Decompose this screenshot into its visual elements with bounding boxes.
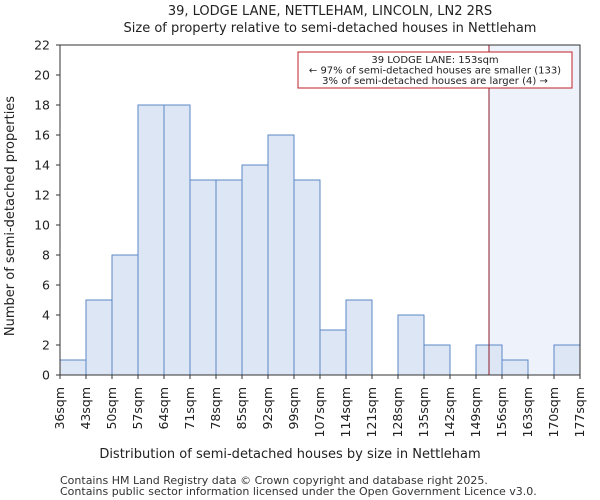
- x-tick-label: 170sqm: [546, 387, 561, 437]
- histogram-bar-107sqm: [319, 329, 347, 376]
- histogram-bar-43sqm: [85, 299, 113, 376]
- footer-copyright: Contains HM Land Registry data © Crown c…: [60, 474, 488, 487]
- x-tick-label: 71sqm: [182, 387, 197, 430]
- y-tick-label: 10: [34, 218, 50, 233]
- y-tick-label: 0: [42, 368, 50, 383]
- y-tick-label: 12: [34, 188, 50, 203]
- histogram-bar-64sqm: [163, 104, 191, 376]
- histogram-bar-78sqm: [215, 179, 243, 376]
- annotation-box: [297, 51, 573, 89]
- x-tick-label: 43sqm: [78, 387, 93, 430]
- x-tick-label: 156sqm: [494, 387, 509, 437]
- x-tick-label: 177sqm: [572, 387, 587, 437]
- histogram-bar-156sqm: [501, 359, 529, 376]
- y-tick-label: 22: [34, 38, 50, 53]
- y-tick-label: 16: [34, 128, 50, 143]
- histogram-bar-71sqm: [189, 179, 217, 376]
- chart-title: 39, LODGE LANE, NETTLEHAM, LINCOLN, LN2 …: [168, 4, 492, 19]
- x-tick-label: 92sqm: [260, 387, 275, 430]
- x-tick-label: 142sqm: [442, 387, 457, 437]
- histogram-bar-170sqm: [553, 344, 581, 376]
- annotation-line: 3% of semi-detached houses are larger (4…: [322, 76, 548, 87]
- x-tick-label: 57sqm: [130, 387, 145, 430]
- y-tick-label: 18: [34, 98, 50, 113]
- histogram-bar-36sqm: [59, 359, 87, 376]
- histogram-bar-57sqm: [137, 104, 165, 376]
- x-tick-label: 107sqm: [312, 387, 327, 437]
- x-tick-label: 128sqm: [390, 387, 405, 437]
- x-tick-label: 78sqm: [208, 387, 223, 430]
- histogram-bar-85sqm: [241, 164, 269, 376]
- y-tick-label: 6: [42, 278, 50, 293]
- y-tick-label: 4: [42, 308, 50, 323]
- histogram-bar-114sqm: [345, 299, 373, 376]
- y-tick-label: 2: [42, 338, 50, 353]
- y-axis-label: Number of semi-detached properties: [3, 96, 18, 336]
- y-tick-label: 20: [34, 68, 50, 83]
- x-tick-label: 36sqm: [52, 387, 67, 430]
- x-tick-label: 85sqm: [234, 387, 249, 430]
- footer-licence: Contains public sector information licen…: [60, 485, 537, 498]
- x-tick-label: 163sqm: [520, 387, 535, 437]
- x-tick-label: 135sqm: [416, 387, 431, 437]
- histogram-bar-128sqm: [397, 314, 425, 376]
- x-axis-label: Distribution of semi-detached houses by …: [99, 447, 480, 462]
- histogram-bar-92sqm: [267, 134, 295, 376]
- x-tick-label: 149sqm: [468, 387, 483, 437]
- histogram-bar-135sqm: [423, 344, 451, 376]
- annotation-line: 39 LODGE LANE: 153sqm: [371, 55, 498, 66]
- y-tick-label: 14: [34, 158, 50, 173]
- histogram-bar-99sqm: [293, 179, 321, 376]
- annotation-line: ← 97% of semi-detached houses are smalle…: [309, 66, 561, 77]
- x-tick-label: 121sqm: [364, 387, 379, 437]
- larger-region-highlight: [489, 45, 580, 375]
- histogram-bar-50sqm: [111, 254, 139, 376]
- x-tick-label: 114sqm: [338, 387, 353, 437]
- y-tick-label: 8: [42, 248, 50, 263]
- x-tick-label: 64sqm: [156, 387, 171, 430]
- chart-subtitle: Size of property relative to semi-detach…: [124, 21, 537, 36]
- x-tick-label: 99sqm: [286, 387, 301, 430]
- x-tick-label: 50sqm: [104, 387, 119, 430]
